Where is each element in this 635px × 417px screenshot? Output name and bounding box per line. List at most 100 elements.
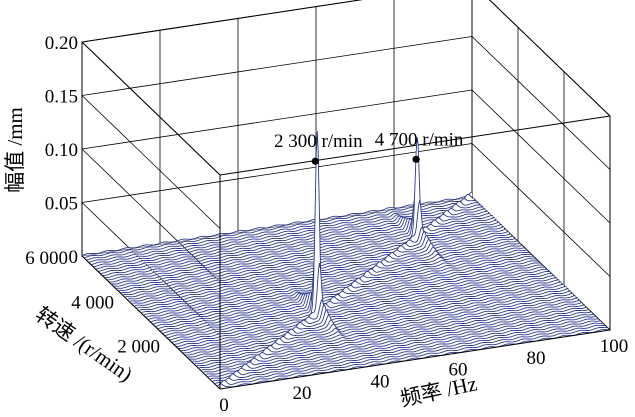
spectrum-line	[100, 212, 491, 274]
z-tick-label: 0	[69, 247, 79, 268]
spectrum-fill	[155, 267, 546, 327]
spectrum-line	[111, 137, 502, 285]
spectrum-fill	[121, 233, 512, 294]
x-tick-label: 80	[527, 348, 546, 369]
spectrum-line	[98, 210, 489, 272]
spectrum-line	[169, 263, 560, 341]
spectrum-line	[155, 266, 546, 327]
spectra-lines	[81, 131, 611, 389]
annotation-label: 4 700 r/min	[375, 129, 464, 150]
grid-z-back	[81, 89, 473, 150]
grid-z-back	[81, 143, 473, 203]
spectrum-fill	[206, 316, 597, 376]
spectrum-line	[128, 240, 519, 300]
spectrum-line	[107, 218, 498, 281]
spectrum-line	[153, 264, 544, 325]
x-axis-line	[219, 329, 611, 390]
grid-z-back	[81, 36, 473, 96]
spectrum-line	[210, 320, 601, 380]
grid-z-right	[471, 36, 611, 170]
spectrum-line	[141, 253, 532, 313]
plot-frame	[81, 116, 611, 390]
spectrum-line	[171, 281, 562, 343]
y-tick-label: 2 000	[117, 337, 160, 358]
spectrum-line	[143, 256, 535, 316]
y-axis-line	[81, 255, 221, 390]
spectrum-line	[208, 318, 599, 377]
spectrum-line	[176, 285, 567, 347]
z-tick-label: 0.05	[45, 194, 78, 215]
grid-z-left	[81, 41, 221, 176]
spectrum-fill	[116, 227, 507, 290]
spectrum-fill	[160, 271, 551, 332]
x-tick-label: 60	[449, 360, 468, 381]
spectrum-fill	[185, 295, 576, 356]
spectrum-line	[146, 258, 537, 318]
spectrum-line	[86, 198, 477, 261]
spectrum-line	[199, 308, 590, 369]
x-tick-label: 40	[371, 371, 390, 392]
x-tick-label: 0	[219, 395, 229, 416]
grid-z-right	[489, 0, 611, 117]
spectrum-line	[187, 297, 578, 358]
y-tick-label: 6 000	[25, 248, 68, 269]
grid-z-left	[81, 148, 221, 283]
x-tick-label: 20	[293, 383, 312, 404]
z-tick-label: 0.20	[45, 33, 78, 54]
spectrum-line	[139, 251, 530, 311]
spectrum-line	[84, 194, 475, 259]
spectrum-line	[134, 247, 526, 307]
spectrum-line	[157, 268, 548, 330]
spectrum-fill	[153, 265, 544, 325]
spectrum-line	[217, 327, 608, 387]
z-axis-label: 幅值 /mm	[3, 107, 27, 193]
spectrum-line	[219, 329, 611, 388]
front-top-edge	[219, 115, 611, 176]
spectrum-line	[162, 273, 553, 334]
annotation-marker	[311, 157, 319, 165]
grid-z-left	[81, 95, 221, 229]
spectrum-line	[116, 226, 507, 289]
spectrum-fill	[125, 238, 516, 299]
annotation-marker	[412, 155, 420, 163]
z-tick-label: 0.15	[45, 87, 78, 108]
spectrum-line	[197, 306, 588, 367]
spectrum-line	[192, 301, 583, 362]
spectrum-line	[215, 324, 606, 384]
grid-z-right	[471, 89, 611, 224]
spectrum-line	[180, 290, 571, 352]
x-axis-label: 频率 /Hz	[398, 371, 479, 411]
grid-z-right	[471, 143, 611, 277]
annotation-label: 2 300 r/min	[274, 131, 363, 152]
spectrum-line	[203, 313, 595, 373]
spectrum-fill	[157, 269, 548, 330]
spectrum-fill	[194, 304, 585, 365]
spectrum-fill	[197, 306, 587, 367]
grid-z-left	[81, 202, 221, 336]
spectrum-line	[114, 199, 505, 287]
spectrum-fill	[162, 273, 553, 334]
spectrum-line	[130, 242, 521, 302]
spectrum-line	[105, 217, 496, 279]
spectrum-line	[190, 299, 581, 360]
spectrum-line	[178, 288, 569, 349]
spectrum-line	[81, 191, 473, 256]
spectrum-fill	[123, 235, 514, 296]
spectrum-line	[212, 322, 604, 382]
spectrum-line	[109, 195, 500, 283]
spectrum-line	[132, 244, 523, 304]
annotations: 2 300 r/min 4 700 r/min	[274, 129, 464, 165]
spectrum-line	[164, 258, 555, 337]
spectrum-line	[160, 271, 551, 332]
spectrum-line	[137, 249, 528, 309]
y-tick-label: 4 000	[71, 292, 114, 313]
spectrum-line	[167, 131, 558, 339]
grid-z-back	[81, 0, 363, 43]
spectrum-line	[183, 292, 574, 354]
spectrum-line	[185, 294, 576, 356]
spectrum-fill	[134, 247, 525, 307]
spectrum-line	[201, 311, 592, 371]
